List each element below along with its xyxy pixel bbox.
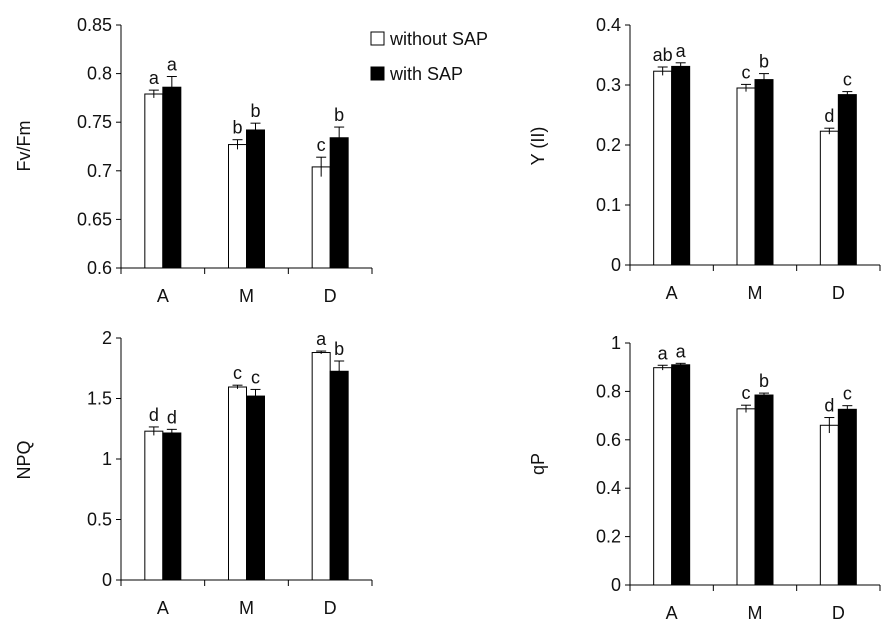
category-label-d: D — [324, 286, 337, 306]
y-tick-label: 0.2 — [596, 135, 621, 155]
bar-with-sap-d — [329, 370, 349, 581]
significance-label-with-sap-a: a — [676, 41, 687, 61]
y-tick-label: 0 — [611, 255, 621, 275]
legend-swatch-with-sap — [370, 66, 385, 81]
significance-label-with-sap-m: b — [250, 101, 260, 121]
y-tick-label: 0.7 — [87, 161, 112, 181]
legend-swatch-without-sap — [370, 31, 385, 46]
legend-label-with-sap: with SAP — [389, 64, 463, 84]
bar-with-sap-m — [246, 129, 265, 269]
bar-with-sap-d — [329, 137, 349, 269]
significance-label-with-sap-d: c — [843, 384, 852, 404]
significance-label-without-sap-a: d — [149, 405, 159, 425]
significance-label-without-sap-a: a — [658, 343, 669, 363]
bar-with-sap-a — [162, 86, 182, 269]
bar-without-sap-a — [144, 430, 164, 581]
y-tick-label: 1 — [102, 449, 112, 469]
y-tick-label: 0.8 — [596, 381, 621, 401]
significance-label-without-sap-a: a — [149, 68, 160, 88]
y-tick-label: 1.5 — [87, 389, 112, 409]
category-label-d: D — [832, 603, 845, 623]
bar-without-sap-m — [736, 87, 756, 266]
significance-label-with-sap-d: b — [334, 105, 344, 125]
significance-label-with-sap-d: c — [843, 70, 852, 90]
y-axis-title-qp: qP — [528, 453, 548, 475]
bar-with-sap-m — [246, 395, 265, 581]
category-label-a: A — [157, 286, 169, 306]
y-axis-title-fvfm: Fv/Fm — [14, 121, 34, 172]
y-tick-label: 0.6 — [596, 430, 621, 450]
y-axis-title-yii: Y (II) — [528, 127, 548, 166]
bar-without-sap-d — [819, 130, 839, 266]
significance-label-with-sap-a: a — [676, 341, 687, 361]
category-label-m: M — [748, 603, 763, 623]
bar-with-sap-a — [162, 432, 182, 581]
significance-label-without-sap-d: d — [824, 106, 834, 126]
legend: without SAP with SAP — [370, 29, 488, 84]
y-tick-label: 0.4 — [596, 478, 621, 498]
category-label-d: D — [324, 598, 337, 618]
significance-label-with-sap-m: c — [251, 367, 260, 387]
y-tick-label: 0.3 — [596, 75, 621, 95]
y-tick-label: 0 — [102, 570, 112, 590]
bar-without-sap-d — [311, 352, 331, 581]
bar-without-sap-d — [819, 424, 839, 586]
significance-label-with-sap-d: b — [334, 339, 344, 359]
bar-with-sap-a — [671, 65, 691, 266]
y-axis-title-npq: NPQ — [14, 440, 34, 479]
y-tick-label: 0.4 — [596, 15, 621, 35]
significance-label-without-sap-d: d — [824, 396, 834, 416]
y-tick-label: 0.75 — [77, 112, 112, 132]
significance-label-without-sap-m: b — [232, 118, 242, 138]
significance-label-without-sap-d: a — [316, 329, 327, 349]
significance-label-without-sap-d: c — [317, 135, 326, 155]
category-label-m: M — [748, 283, 763, 303]
significance-label-without-sap-m: c — [742, 383, 751, 403]
category-label-a: A — [666, 603, 678, 623]
category-label-m: M — [239, 598, 254, 618]
significance-label-with-sap-a: d — [167, 407, 177, 427]
significance-label-with-sap-m: b — [759, 52, 769, 72]
category-label-d: D — [832, 283, 845, 303]
y-tick-label: 0.65 — [77, 209, 112, 229]
bar-without-sap-m — [228, 144, 247, 269]
significance-label-with-sap-m: b — [759, 371, 769, 391]
bar-without-sap-a — [653, 367, 673, 586]
significance-label-without-sap-m: c — [233, 363, 242, 383]
y-tick-label: 1 — [611, 333, 621, 353]
bar-without-sap-a — [144, 93, 164, 269]
significance-label-with-sap-a: a — [167, 55, 178, 75]
y-tick-label: 0.6 — [87, 258, 112, 278]
y-tick-label: 0.8 — [87, 64, 112, 84]
category-label-a: A — [157, 598, 169, 618]
bar-without-sap-m — [736, 408, 756, 586]
legend-label-without-sap: without SAP — [389, 29, 488, 49]
category-label-m: M — [239, 286, 254, 306]
y-tick-label: 0.85 — [77, 15, 112, 35]
bar-with-sap-m — [754, 79, 774, 266]
y-tick-label: 2 — [102, 328, 112, 348]
bar-with-sap-d — [837, 408, 857, 586]
chart-npq: 0 0.5 1 1.5 2 A M Dd d c c a b NPQ — [14, 328, 373, 618]
y-tick-label: 0 — [611, 575, 621, 595]
bar-without-sap-a — [653, 70, 673, 266]
significance-label-without-sap-a: ab — [653, 45, 673, 65]
y-tick-label: 0.1 — [596, 195, 621, 215]
bar-with-sap-a — [671, 364, 691, 586]
category-label-a: A — [666, 283, 678, 303]
y-tick-label: 0.5 — [87, 510, 112, 530]
bar-with-sap-d — [837, 94, 857, 266]
significance-label-without-sap-m: c — [742, 62, 751, 82]
y-tick-label: 0.2 — [596, 527, 621, 547]
bar-without-sap-d — [311, 166, 331, 269]
bar-with-sap-m — [754, 394, 774, 586]
bar-without-sap-m — [228, 386, 247, 581]
